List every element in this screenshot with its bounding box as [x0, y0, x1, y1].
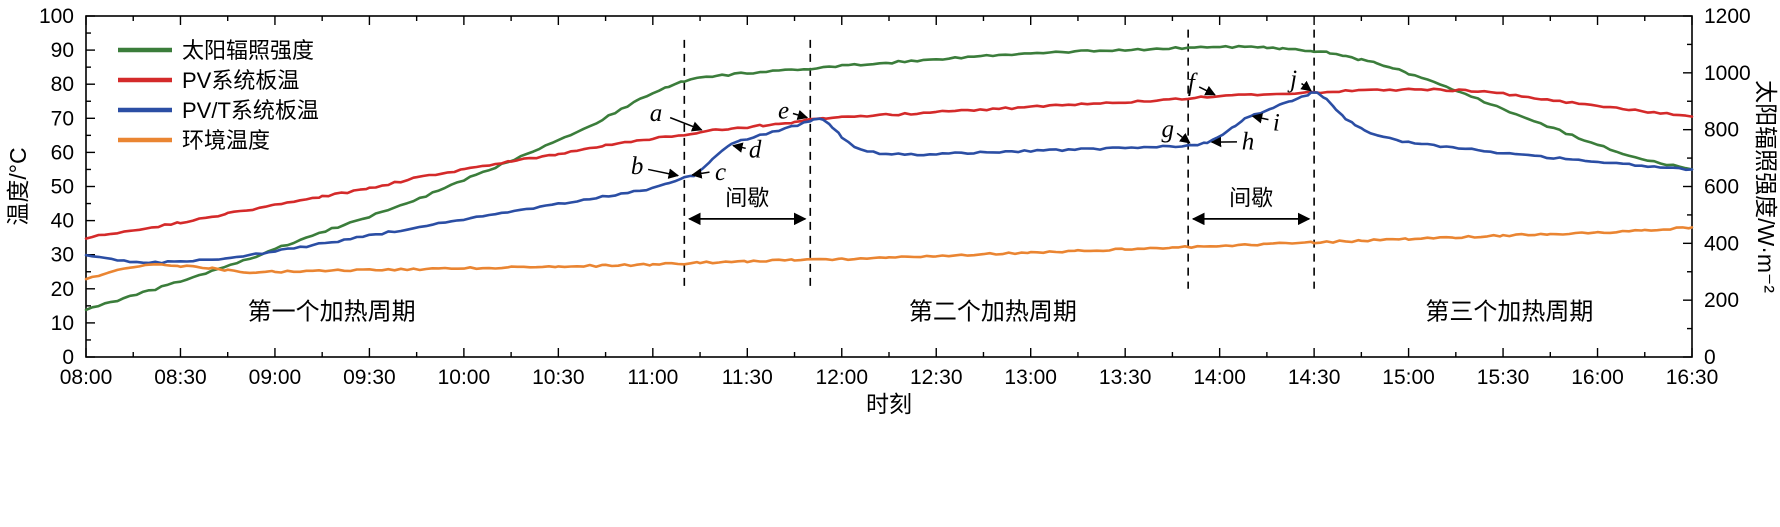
annotation-arrow-j: [1302, 84, 1311, 91]
intermission-label: 间歇: [725, 185, 769, 210]
y-left-axis-label: 温度/°C: [5, 147, 31, 225]
annotation-letter-j: j: [1287, 66, 1297, 93]
legend-label: 太阳辐照强度: [182, 38, 314, 63]
y-left-tick-label: 60: [51, 141, 74, 164]
series-line-ambient-temp: [86, 227, 1692, 279]
x-tick-label: 16:00: [1571, 366, 1624, 389]
y-left-tick-label: 20: [51, 278, 74, 301]
y-right-tick-label: 1200: [1704, 5, 1751, 28]
y-left-tick-label: 50: [51, 176, 74, 199]
legend-item-ambient-temp: 环境温度: [118, 128, 270, 153]
annotation-letter-b: b: [631, 153, 644, 180]
y-left-tick-label: 80: [51, 73, 74, 96]
intermission-label: 间歇: [1229, 185, 1273, 210]
annotation-arrow-d: [733, 146, 746, 149]
x-tick-label: 15:30: [1477, 366, 1530, 389]
annotation-letter-h: h: [1242, 128, 1255, 155]
y-left-tick-label: 40: [51, 210, 74, 233]
y-left-tick-label: 90: [51, 39, 74, 62]
annotation-arrow-f: [1199, 87, 1215, 95]
annotation-letter-a: a: [650, 100, 663, 127]
y-right-tick-label: 800: [1704, 119, 1739, 142]
annotation-letter-c: c: [715, 159, 726, 186]
legend-label: 环境温度: [182, 128, 270, 153]
x-tick-label: 10:00: [438, 366, 491, 389]
annotation-letter-g: g: [1161, 116, 1174, 143]
y-left-tick-label: 30: [51, 244, 74, 267]
x-tick-label: 08:30: [154, 366, 207, 389]
x-tick-label: 11:30: [722, 366, 773, 389]
annotation-arrow-e: [793, 114, 807, 118]
y-right-tick-label: 1000: [1704, 62, 1751, 85]
heating-cycle-label: 第三个加热周期: [1425, 298, 1593, 325]
legend-label: PV/T系统板温: [182, 98, 319, 123]
annotation-arrow-a: [670, 118, 701, 130]
annotation-letter-f: f: [1188, 69, 1198, 96]
annotation-arrow-b: [648, 169, 678, 175]
x-tick-label: 11:00: [627, 366, 678, 389]
legend-item-pv-panel-temp: PV系统板温: [118, 68, 299, 93]
x-tick-label: 09:30: [343, 366, 396, 389]
x-tick-label: 08:00: [60, 366, 113, 389]
legend-label: PV系统板温: [182, 68, 299, 93]
x-tick-label: 14:00: [1193, 366, 1246, 389]
legend-item-pvt-panel-temp: PV/T系统板温: [118, 98, 319, 123]
y-left-tick-label: 70: [51, 107, 74, 130]
y-right-tick-label: 0: [1704, 346, 1716, 369]
x-tick-label: 16:30: [1666, 366, 1719, 389]
x-tick-label: 14:30: [1288, 366, 1341, 389]
series-line-pv-panel-temp: [86, 89, 1692, 239]
x-tick-label: 10:30: [532, 366, 585, 389]
y-left-tick-label: 0: [62, 346, 74, 369]
x-tick-label: 13:30: [1099, 366, 1152, 389]
annotation-arrow-i: [1253, 116, 1269, 119]
x-tick-label: 12:00: [815, 366, 868, 389]
legend-item-solar-irradiance: 太阳辐照强度: [118, 38, 314, 63]
x-tick-label: 09:00: [249, 366, 302, 389]
x-tick-label: 12:30: [910, 366, 963, 389]
annotation-letter-e: e: [778, 97, 789, 124]
annotation-letter-i: i: [1273, 109, 1280, 136]
annotation-letter-d: d: [749, 137, 762, 164]
heating-cycle-label: 第一个加热周期: [248, 298, 416, 325]
heating-cycle-label: 第二个加热周期: [909, 298, 1077, 325]
y-left-tick-label: 10: [51, 312, 74, 335]
y-right-tick-label: 400: [1704, 232, 1739, 255]
y-left-tick-label: 100: [39, 5, 74, 28]
y-right-tick-label: 200: [1704, 289, 1739, 312]
x-axis-label: 时刻: [866, 391, 912, 417]
y-right-axis-label: 太阳辐照强度/W·m⁻²: [1753, 80, 1779, 293]
x-tick-label: 13:00: [1004, 366, 1057, 389]
y-right-tick-label: 600: [1704, 176, 1739, 199]
x-tick-label: 15:00: [1382, 366, 1435, 389]
